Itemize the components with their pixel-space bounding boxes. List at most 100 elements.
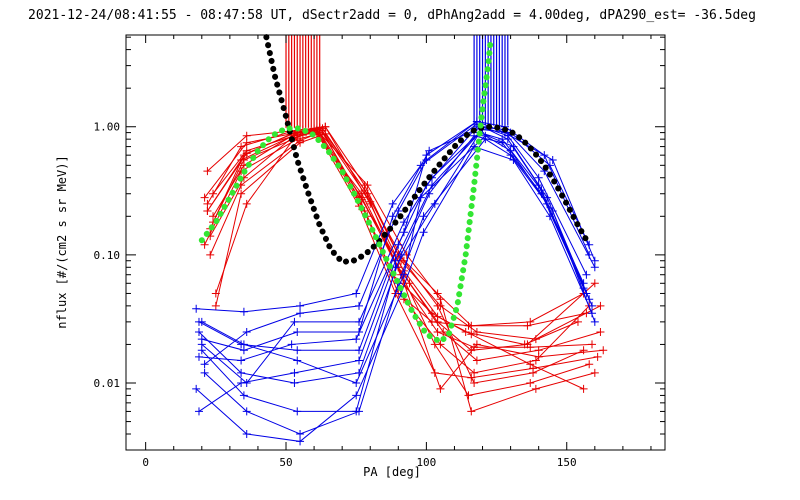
data-point xyxy=(464,391,473,400)
data-point xyxy=(579,346,588,355)
series-0-black xyxy=(263,34,593,266)
data-point xyxy=(239,391,248,400)
axes: 0 50 100 150 0.01 0.10 1.00 xyxy=(94,35,665,469)
data-point xyxy=(573,317,582,326)
series-line xyxy=(201,126,587,351)
data-point xyxy=(293,356,302,365)
data-point xyxy=(531,384,540,393)
y-tick-label: 0.10 xyxy=(94,249,121,262)
series-line xyxy=(198,132,585,412)
data-point xyxy=(585,295,594,304)
data-point xyxy=(242,429,251,438)
data-point xyxy=(296,437,305,446)
series-line xyxy=(215,133,601,340)
data-point xyxy=(237,189,246,198)
data-point xyxy=(537,186,546,195)
data-point xyxy=(588,340,597,349)
data-point xyxy=(391,256,400,265)
data-point xyxy=(293,346,302,355)
data-point xyxy=(315,123,324,132)
data-point xyxy=(203,199,212,208)
data-point xyxy=(430,199,439,208)
data-point xyxy=(293,407,302,416)
data-point xyxy=(498,135,507,144)
data-point xyxy=(239,307,248,316)
data-point xyxy=(296,138,305,147)
data-point xyxy=(211,301,220,310)
data-point xyxy=(509,156,518,165)
series-11-red xyxy=(211,126,599,416)
series-line xyxy=(215,129,595,413)
data-point xyxy=(287,340,296,349)
data-point xyxy=(534,352,543,361)
series-line xyxy=(198,126,596,351)
data-point xyxy=(588,309,597,318)
data-point xyxy=(197,317,206,326)
data-point xyxy=(470,368,479,377)
data-point xyxy=(237,356,246,365)
data-point xyxy=(419,228,428,237)
data-point xyxy=(436,384,445,393)
data-point xyxy=(433,328,442,337)
series-4-red xyxy=(203,122,588,330)
series-1-green xyxy=(198,34,494,346)
data-point xyxy=(593,352,602,361)
data-point xyxy=(433,312,442,321)
data-point xyxy=(355,407,364,416)
data-point xyxy=(596,301,605,310)
data-point xyxy=(352,335,361,344)
data-point xyxy=(534,173,543,182)
x-tick-label: 50 xyxy=(279,456,292,469)
data-point xyxy=(548,156,557,165)
data-point xyxy=(200,368,209,377)
data-point xyxy=(472,328,481,337)
data-point xyxy=(203,167,212,176)
data-point xyxy=(582,270,591,279)
data-point xyxy=(579,384,588,393)
data-point xyxy=(239,340,248,349)
data-point xyxy=(237,379,246,388)
series-16-red xyxy=(211,129,605,344)
series-2-red xyxy=(285,35,321,128)
data-point xyxy=(200,240,209,249)
data-point xyxy=(531,335,540,344)
series-28-blue xyxy=(197,131,594,388)
data-point xyxy=(599,346,608,355)
y-tick-label: 1.00 xyxy=(94,121,121,134)
data-point xyxy=(590,279,599,288)
data-point xyxy=(194,407,203,416)
series-3-blue xyxy=(473,35,509,126)
data-point xyxy=(461,328,470,337)
data-point xyxy=(526,343,535,352)
data-point xyxy=(363,181,372,190)
data-point xyxy=(590,317,599,326)
y-tick-label: 0.01 xyxy=(94,377,121,390)
data-point xyxy=(290,317,299,326)
series-line xyxy=(196,123,585,313)
data-point xyxy=(436,301,445,310)
data-point xyxy=(472,117,481,126)
data-point xyxy=(290,379,299,388)
chart-marks xyxy=(192,34,608,446)
data-point xyxy=(467,330,476,339)
series-line xyxy=(201,135,590,384)
data-point xyxy=(399,228,408,237)
data-point xyxy=(526,379,535,388)
data-point xyxy=(470,379,479,388)
series-5-red xyxy=(209,125,582,349)
data-point xyxy=(506,146,515,155)
data-point xyxy=(296,429,305,438)
data-point xyxy=(388,212,397,221)
data-point xyxy=(192,304,201,313)
data-point xyxy=(194,328,203,337)
data-point xyxy=(394,206,403,215)
data-point xyxy=(206,250,215,259)
fit-curve xyxy=(263,34,593,266)
y-axis-label: nflux [#/(cm2 s sr MeV)] xyxy=(55,155,69,328)
data-point xyxy=(585,360,594,369)
data-point xyxy=(467,407,476,416)
data-point xyxy=(197,346,206,355)
data-point xyxy=(467,373,476,382)
data-point xyxy=(526,360,535,369)
data-point xyxy=(588,301,597,310)
